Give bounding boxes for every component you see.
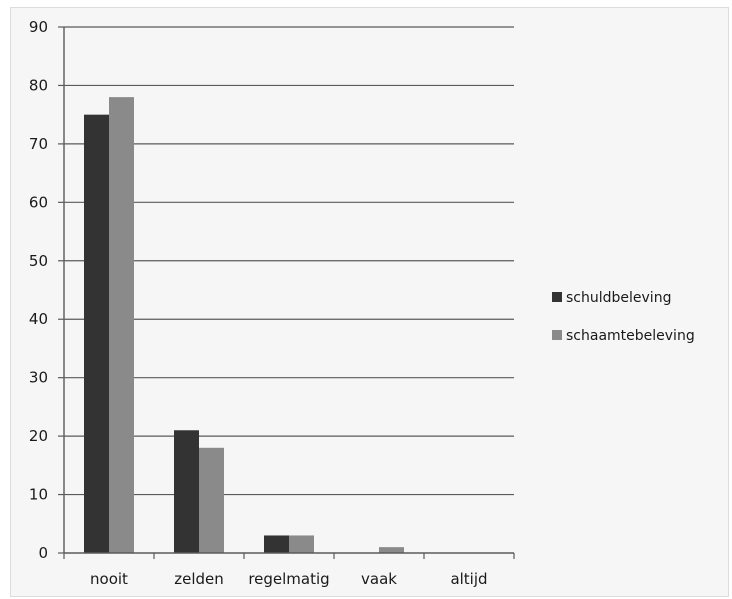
- x-tick-label: zelden: [174, 570, 224, 588]
- bar-schuldbeleving-regelmatig: [264, 535, 289, 553]
- bar-schuldbeleving-nooit: [84, 114, 109, 554]
- bar-schaamtebeleving-zelden: [199, 447, 224, 553]
- bar-schaamtebeleving-vaak: [379, 547, 404, 553]
- x-tick-label: altijd: [450, 570, 487, 588]
- y-tick-label: 90: [29, 18, 48, 36]
- y-axis-ticks: 0 10 20 30 40 50 60 70 80 90: [29, 18, 64, 562]
- y-tick-label: 60: [29, 193, 48, 211]
- bar-schuldbeleving-zelden: [174, 430, 199, 553]
- y-tick-label: 30: [29, 369, 48, 387]
- y-tick-label: 70: [29, 135, 48, 153]
- x-tick-label: regelmatig: [248, 570, 329, 588]
- legend-swatch-schaamtebeleving: [552, 330, 562, 340]
- y-tick-label: 80: [29, 76, 48, 94]
- y-tick-label: 40: [29, 310, 48, 328]
- y-tick-label: 0: [38, 544, 48, 562]
- legend-label: schuldbeleving: [566, 290, 671, 306]
- y-tick-label: 10: [29, 486, 48, 504]
- bars: [84, 97, 404, 554]
- y-tick-label: 50: [29, 252, 48, 270]
- axes: [63, 27, 515, 559]
- y-tick-label: 20: [29, 427, 48, 445]
- bar-schaamtebeleving-nooit: [109, 97, 134, 553]
- x-axis-labels: nooit zelden regelmatig vaak altijd: [90, 570, 488, 588]
- legend: schuldbeleving schaamtebeleving: [552, 290, 695, 344]
- x-tick-label: nooit: [90, 570, 128, 588]
- legend-swatch-schuldbeleving: [552, 292, 562, 302]
- bar-schaamtebeleving-regelmatig: [289, 535, 314, 553]
- gridlines: [64, 26, 514, 496]
- legend-label: schaamtebeleving: [566, 328, 695, 344]
- x-tick-label: vaak: [361, 570, 397, 588]
